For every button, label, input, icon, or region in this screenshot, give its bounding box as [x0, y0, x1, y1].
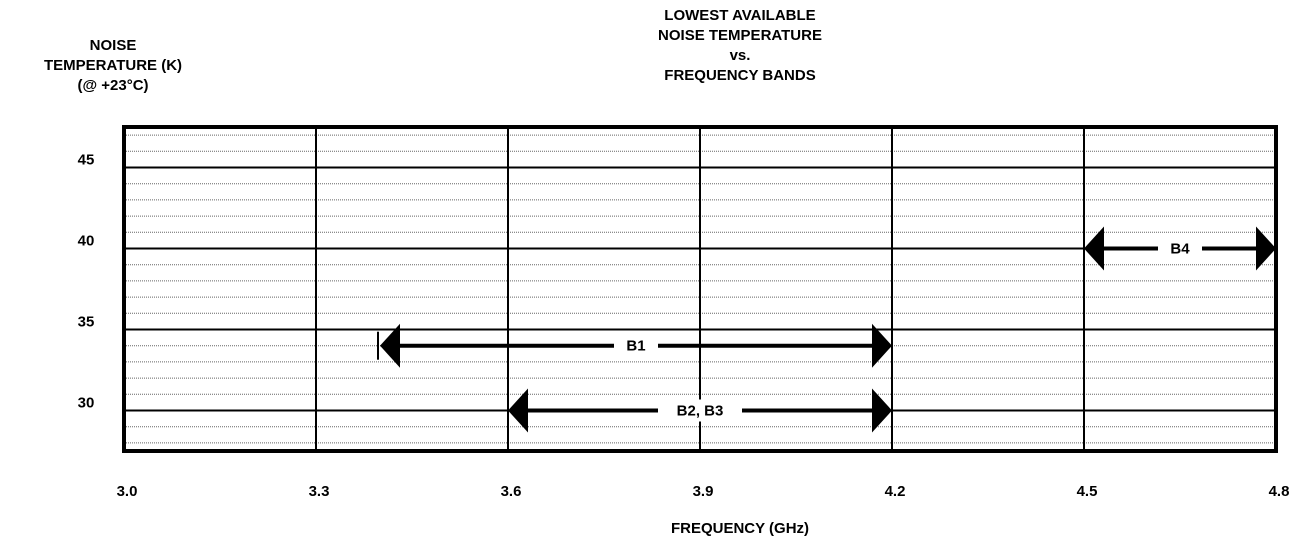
left-arrowhead	[1084, 226, 1104, 271]
x-tick-labels: 3.0 3.3 3.6 3.9 4.2 4.5 4.8	[117, 483, 1290, 500]
x-tick-label: 4.5	[1077, 483, 1098, 500]
right-arrowhead	[872, 323, 892, 368]
band-label-bg	[614, 334, 658, 357]
x-tick-label: 3.3	[309, 483, 330, 500]
y-tick-label: 30	[78, 395, 95, 412]
y-axis-label: NOISE TEMPERATURE (K) (@ +23°C)	[0, 36, 226, 96]
title-line: LOWEST AVAILABLE	[664, 7, 816, 24]
title-line: FREQUENCY BANDS	[664, 67, 816, 84]
frequency-bands: B1 B2, B3 B4	[377, 226, 1276, 433]
band-label-bg	[658, 399, 742, 422]
band-arrow: B2, B3	[508, 388, 892, 433]
y-tick-labels: 30 35 40 45	[78, 152, 95, 412]
x-axis-label: FREQUENCY (GHz)	[670, 520, 810, 537]
band-arrow: B4	[1084, 226, 1276, 271]
x-tick-label: 3.9	[693, 483, 714, 500]
right-arrowhead	[872, 388, 892, 433]
band-label: B1	[626, 338, 645, 355]
title-line: vs.	[729, 47, 751, 64]
x-tick-label: 4.8	[1269, 483, 1290, 500]
title-line: NOISE TEMPERATURE	[658, 27, 822, 44]
y-label-line: TEMPERATURE (K)	[43, 57, 183, 74]
x-tick-label: 3.6	[501, 483, 522, 500]
y-tick-label: 40	[78, 233, 95, 250]
band-label: B4	[1170, 241, 1190, 258]
plot-frame	[122, 125, 1278, 453]
y-label-line: (@ +23°C)	[77, 77, 149, 94]
left-arrowhead	[380, 323, 400, 368]
band-label-bg	[1158, 237, 1202, 260]
chart-title: LOWEST AVAILABLE NOISE TEMPERATURE vs. F…	[560, 6, 920, 86]
y-tick-label: 45	[78, 152, 95, 169]
y-tick-label: 35	[78, 314, 95, 331]
band-arrow: B1	[377, 323, 892, 368]
left-arrowhead	[508, 388, 528, 433]
x-tick-label: 3.0	[117, 483, 138, 500]
x-tick-label: 4.2	[885, 483, 906, 500]
right-arrowhead	[1256, 226, 1276, 271]
band-label: B2, B3	[677, 403, 724, 420]
y-label-line: NOISE	[89, 37, 137, 54]
